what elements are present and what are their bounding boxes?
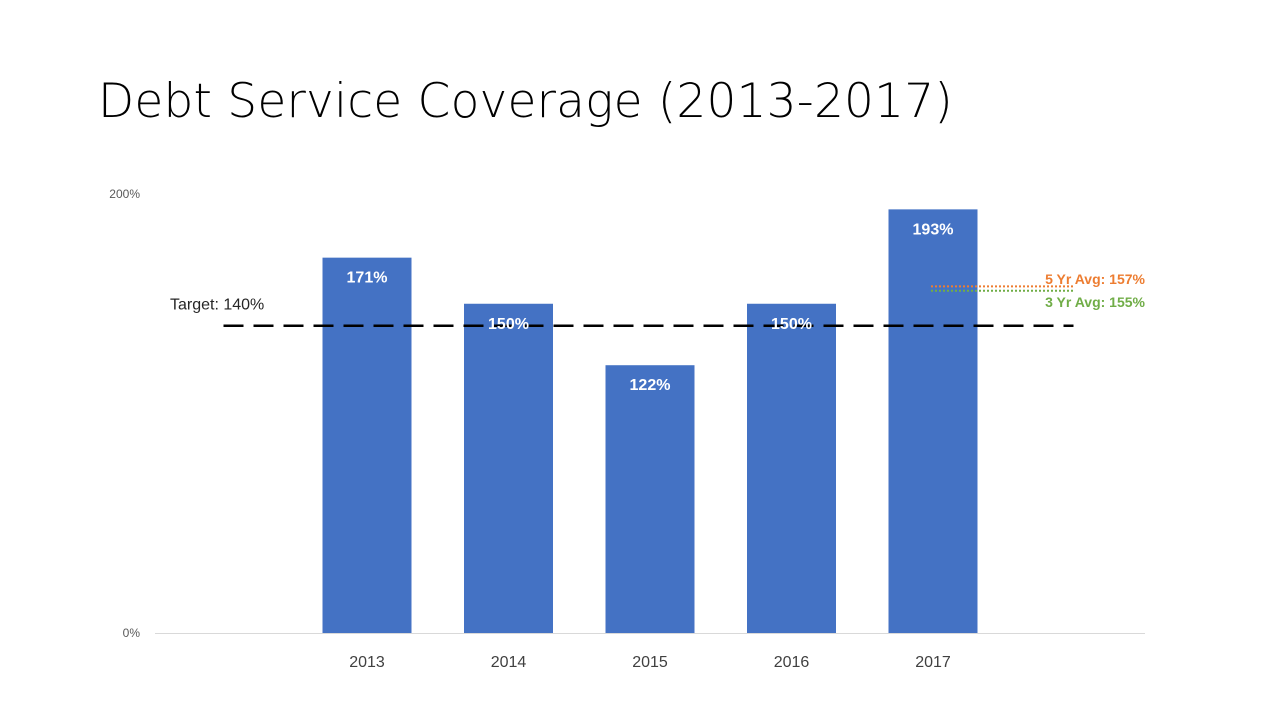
x-tick-label: 2017 [915,654,951,671]
five-yr-avg-label: 5 Yr Avg: 157% [1045,271,1145,287]
x-tick-label: 2014 [491,654,527,671]
x-tick-label: 2013 [349,654,385,671]
bar-2013 [322,257,412,633]
target-label: Target: 140% [170,297,264,314]
slide-title: Debt Service Coverage (2013-2017) [98,74,953,129]
data-label: 122% [630,377,671,394]
reference-lines: Target: 140% 5 Yr Avg: 157% 3 Yr Avg: 155%… [170,221,1146,394]
y-axis: 0% 200% [109,187,140,640]
x-axis: 2013 2014 2015 2016 2017 [155,633,1145,671]
y-tick-label: 200% [109,187,140,201]
bar-2015 [605,365,695,633]
bar-2017 [888,209,978,634]
data-label: 193% [913,221,954,238]
x-tick-label: 2016 [774,654,810,671]
y-tick-label: 0% [123,626,141,640]
x-tick-label: 2015 [632,654,668,671]
data-label: 150% [771,316,812,333]
bar-series [322,209,978,634]
three-yr-avg-label: 3 Yr Avg: 155% [1045,294,1145,310]
data-label: 171% [347,270,388,287]
bar-2016 [747,303,836,633]
bar-2014 [464,303,553,633]
data-label: 150% [488,316,529,333]
